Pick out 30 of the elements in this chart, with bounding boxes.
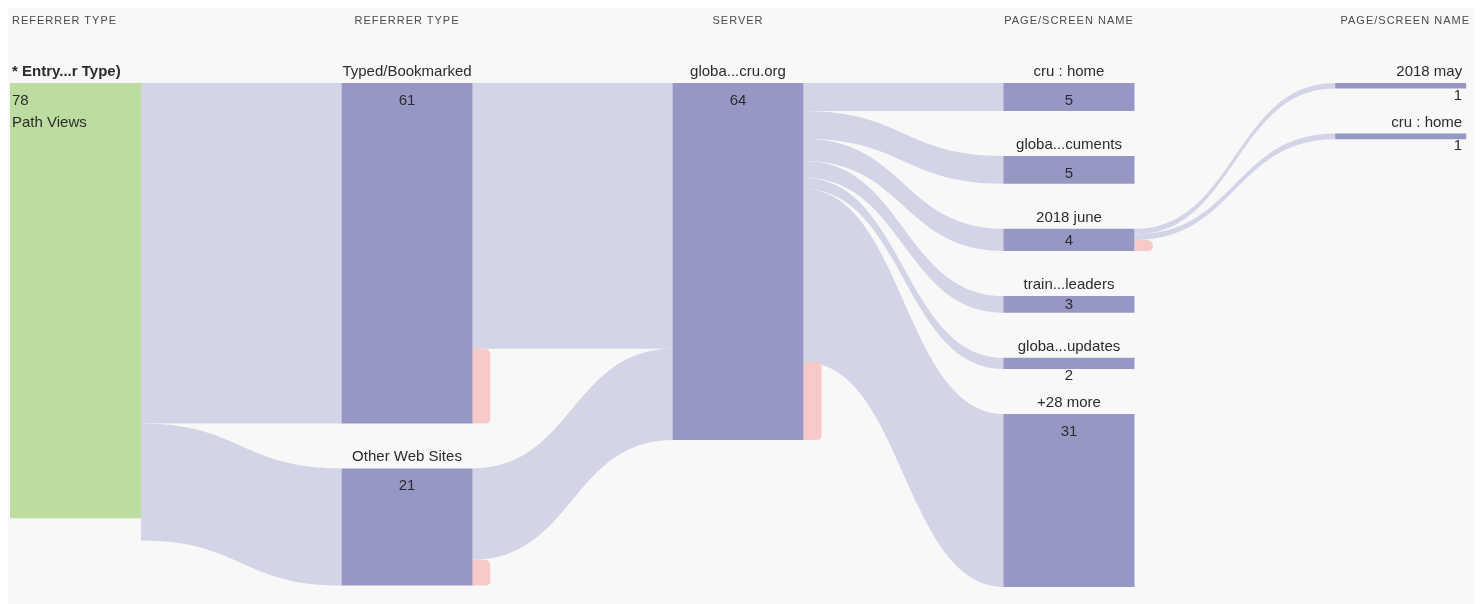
data-label: 61 bbox=[398, 91, 416, 108]
data-label: 3 bbox=[1065, 295, 1074, 313]
category-label: +28 more bbox=[1037, 393, 1102, 411]
data-label: 78 bbox=[12, 91, 29, 108]
text: PAGE/SCREEN NAME bbox=[1004, 14, 1135, 26]
text: Path Views bbox=[12, 113, 87, 130]
category-label: 2018 may bbox=[1396, 62, 1463, 79]
data-label: 5 bbox=[1065, 91, 1074, 108]
data-label: 64 bbox=[729, 91, 747, 108]
category-label: train...leaders bbox=[1023, 275, 1115, 293]
text: PAGE/SCREEN NAME bbox=[1340, 14, 1470, 26]
data-label: 1 bbox=[1453, 136, 1463, 154]
data-label: 5 bbox=[1065, 163, 1074, 181]
category-label: Typed/Bookmarked bbox=[342, 62, 472, 79]
text: REFERRER TYPE bbox=[354, 14, 460, 26]
data-label: 2 bbox=[1065, 366, 1074, 384]
data-label: 1 bbox=[1453, 85, 1463, 103]
category-label: cru : home bbox=[1391, 112, 1463, 130]
category-label: Other Web Sites bbox=[351, 447, 462, 465]
data-label: 21 bbox=[398, 476, 416, 494]
category-label: globa...updates bbox=[1018, 336, 1121, 354]
category-label: cru : home bbox=[1033, 62, 1105, 79]
text: SERVER bbox=[712, 14, 764, 26]
data-label: 4 bbox=[1065, 230, 1074, 248]
category-label: 2018 june bbox=[1036, 207, 1103, 225]
category-label: * Entry...r Type) bbox=[12, 62, 121, 79]
category-label: globa...cru.org bbox=[690, 62, 787, 79]
data-label: 31 bbox=[1061, 422, 1078, 440]
category-label: globa...cuments bbox=[1016, 134, 1123, 152]
text: REFERRER TYPE bbox=[12, 14, 118, 26]
